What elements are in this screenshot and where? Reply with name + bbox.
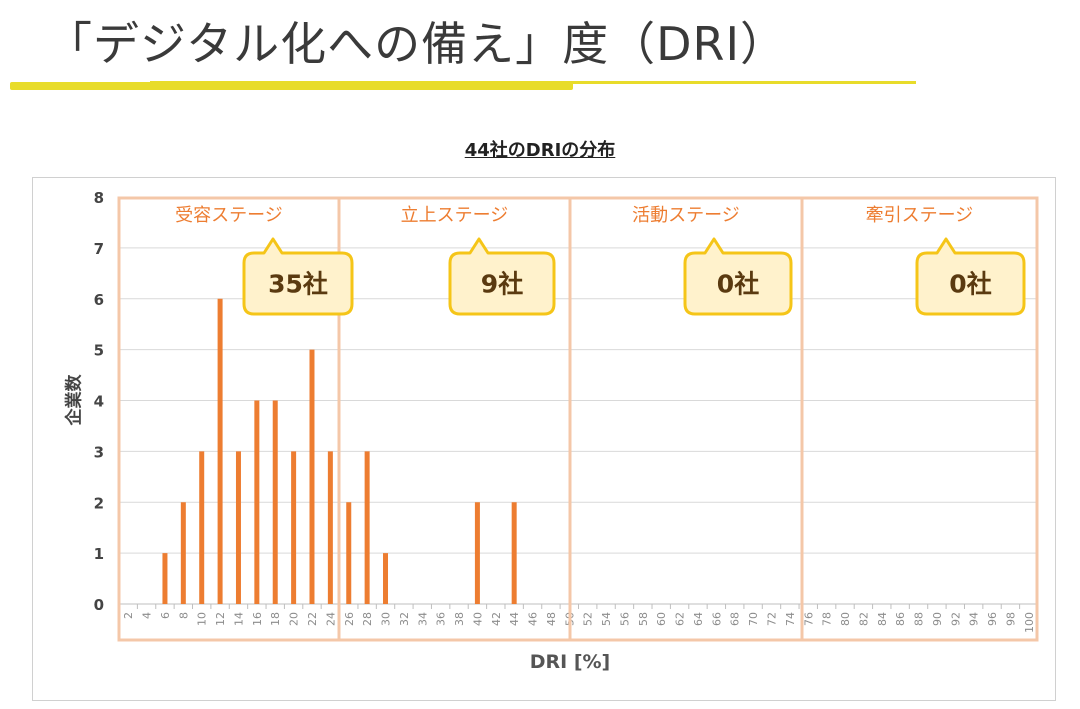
bar xyxy=(474,502,480,604)
x-tick-label: 80 xyxy=(839,612,852,626)
x-tick-label: 78 xyxy=(821,612,834,626)
x-tick-label: 62 xyxy=(674,612,687,626)
count-callout xyxy=(683,237,793,316)
x-tick-label: 18 xyxy=(269,612,282,626)
x-tick-label: 6 xyxy=(159,612,172,619)
y-tick-label: 1 xyxy=(94,545,104,563)
x-tick-label: 16 xyxy=(251,612,264,626)
count-callout-label: 0社 xyxy=(949,270,991,299)
y-tick-label: 7 xyxy=(94,240,104,258)
x-tick-label: 66 xyxy=(710,612,723,626)
x-tick-label: 20 xyxy=(288,612,301,626)
bar xyxy=(272,400,278,604)
stage-box xyxy=(800,196,1039,642)
x-tick-label: 28 xyxy=(361,612,374,626)
x-tick-label: 22 xyxy=(306,612,319,626)
x-tick-label: 52 xyxy=(582,612,595,626)
x-tick-label: 70 xyxy=(747,612,760,626)
y-axis-title-wrap: 企業数 xyxy=(52,335,92,465)
x-axis-title: DRI [%] xyxy=(529,651,611,673)
stage-label: 受容ステージ xyxy=(175,205,283,226)
bar xyxy=(346,502,352,604)
y-tick-label: 3 xyxy=(94,443,104,461)
x-tick-label: 8 xyxy=(177,612,190,619)
x-tick-label: 100 xyxy=(1023,612,1036,633)
bar xyxy=(383,553,389,604)
x-tick-label: 86 xyxy=(894,612,907,626)
bar xyxy=(364,451,370,604)
x-tick-label: 72 xyxy=(765,612,778,626)
bar xyxy=(162,553,168,604)
bar xyxy=(235,451,241,604)
bar xyxy=(309,349,315,604)
x-tick-label: 40 xyxy=(471,612,484,626)
y-tick-label: 5 xyxy=(94,342,104,360)
x-tick-label: 92 xyxy=(949,612,962,626)
count-callout xyxy=(242,237,354,316)
y-tick-label: 6 xyxy=(94,291,104,309)
x-tick-label: 30 xyxy=(380,612,393,626)
y-axis-title: 企業数 xyxy=(64,374,85,426)
y-tick-label: 2 xyxy=(94,494,104,512)
x-tick-label: 2 xyxy=(122,612,135,619)
x-tick-label: 46 xyxy=(527,612,540,626)
x-tick-label: 96 xyxy=(986,612,999,626)
y-tick-label: 0 xyxy=(94,596,104,614)
bar xyxy=(217,298,223,604)
x-tick-label: 4 xyxy=(141,612,154,619)
y-tick-label: 8 xyxy=(94,189,104,207)
x-tick-label: 64 xyxy=(692,612,705,626)
x-tick-label: 14 xyxy=(232,612,245,626)
x-tick-label: 10 xyxy=(196,612,209,626)
x-tick-label: 88 xyxy=(913,612,926,626)
y-tick-label: 4 xyxy=(94,393,104,411)
x-tick-label: 12 xyxy=(214,612,227,626)
chart-title: 44社のDRIの分布 xyxy=(464,140,616,161)
x-tick-label: 58 xyxy=(637,612,650,626)
stage-label: 牽引ステージ xyxy=(866,205,974,226)
x-tick-label: 74 xyxy=(784,612,797,626)
x-tick-label: 38 xyxy=(453,612,466,626)
x-tick-label: 76 xyxy=(802,612,815,626)
x-tick-label: 68 xyxy=(729,612,742,626)
stage-label: 立上ステージ xyxy=(401,205,509,226)
x-tick-label: 26 xyxy=(343,612,356,626)
x-tick-label: 34 xyxy=(416,612,429,626)
count-callout-label: 35社 xyxy=(268,270,328,299)
bar xyxy=(180,502,186,604)
x-tick-label: 60 xyxy=(655,612,668,626)
title-underline-accent xyxy=(10,82,573,90)
x-tick-label: 42 xyxy=(490,612,503,626)
x-tick-label: 48 xyxy=(545,612,558,626)
x-tick-label: 24 xyxy=(324,612,337,626)
bar xyxy=(291,451,297,604)
count-callout xyxy=(915,237,1026,316)
x-tick-label: 98 xyxy=(1004,612,1017,626)
x-tick-label: 82 xyxy=(857,612,870,626)
bar xyxy=(511,502,517,604)
x-tick-label: 54 xyxy=(600,612,613,626)
x-tick-label: 32 xyxy=(398,612,411,626)
stage-label: 活動ステージ xyxy=(632,205,740,226)
bar xyxy=(254,400,260,604)
count-callout xyxy=(448,237,556,316)
x-tick-label: 84 xyxy=(876,612,889,626)
chart-area xyxy=(32,177,1056,701)
bar xyxy=(327,451,333,604)
count-callout-label: 0社 xyxy=(717,270,759,299)
x-tick-label: 36 xyxy=(435,612,448,626)
page-title: 「デジタル化への備え」度（DRI） xyxy=(46,17,788,71)
x-tick-label: 94 xyxy=(968,612,981,626)
x-tick-label: 56 xyxy=(618,612,631,626)
count-callout-label: 9社 xyxy=(481,270,523,299)
x-tick-label: 44 xyxy=(508,612,521,626)
bar xyxy=(199,451,205,604)
x-tick-label: 90 xyxy=(931,612,944,626)
